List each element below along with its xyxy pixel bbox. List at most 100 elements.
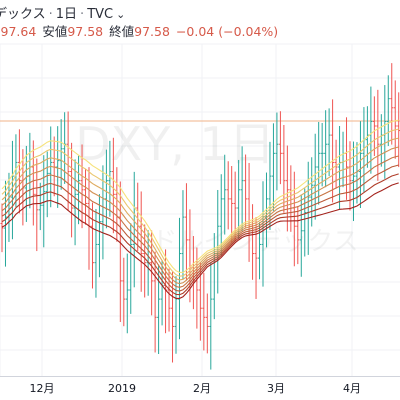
ohlc-bar	[171, 271, 175, 363]
ohlc-bar	[73, 159, 77, 246]
ema-line	[1, 164, 399, 292]
ohlc-bar	[202, 272, 206, 351]
ohlc-bar	[90, 202, 94, 289]
ohlc-bar	[97, 194, 101, 278]
ohlc-bar	[324, 110, 328, 188]
ohlc-bar	[167, 268, 171, 332]
ohlc-bar	[310, 157, 314, 227]
ohlc-bar	[111, 137, 115, 234]
ema-line	[1, 146, 399, 285]
change-value: −0.04 (−0.04%)	[175, 24, 279, 39]
ohlc-bar	[87, 167, 91, 270]
ohlc-bar	[285, 145, 289, 232]
ohlc-bar	[118, 181, 122, 323]
ohlc-bar	[143, 224, 147, 298]
ohlc-bar	[393, 80, 397, 159]
ohlc-bar	[383, 85, 387, 179]
ohlc-bar	[278, 111, 282, 185]
ohlc-bar	[153, 251, 157, 353]
ohlc-bar	[42, 155, 46, 248]
ohlc-bar	[317, 121, 321, 205]
ohlc-bars	[0, 63, 400, 370]
ohlc-bar	[299, 194, 303, 277]
low-value: 97.58	[67, 24, 104, 39]
ohlc-bar	[157, 264, 161, 355]
ohlc-bar	[240, 146, 244, 231]
high-value: 97.64	[0, 24, 37, 39]
ohlc-bar	[390, 63, 394, 145]
x-tick-label: 4月	[343, 382, 361, 395]
ohlc-bar	[35, 158, 39, 252]
ohlc-bar	[237, 159, 241, 239]
ohlc-bar	[372, 96, 376, 156]
ohlc-bar	[56, 126, 60, 208]
ohlc-bar	[345, 117, 349, 200]
x-tick-label: 12月	[30, 382, 55, 395]
ohlc-bar	[38, 182, 42, 231]
ohlc-bar	[63, 112, 67, 184]
ohlc-bar	[209, 262, 213, 370]
high-label: 値	[0, 24, 1, 39]
chevron-down-icon[interactable]: ⌄	[116, 8, 126, 21]
ema-line	[1, 173, 399, 296]
ohlc-bar	[327, 108, 331, 177]
ohlc-bar	[223, 154, 227, 235]
ohlc-bar	[66, 111, 70, 211]
ohlc-bar	[331, 99, 335, 203]
ohlc-bar	[358, 121, 362, 209]
x-tick-label: 3月	[267, 382, 285, 395]
ohlc-bar	[271, 123, 275, 211]
ohlc-bar	[341, 131, 345, 188]
low-label: 安値	[42, 24, 68, 39]
ohlc-bar	[289, 165, 293, 232]
ohlc-bar	[77, 155, 81, 225]
ohlc-bar	[3, 180, 7, 267]
ohlc-bar	[379, 114, 383, 167]
ohlc-bar	[101, 165, 105, 260]
ohlc-bar	[52, 136, 56, 197]
ohlc-bar	[219, 174, 223, 256]
ohlc-bar	[275, 112, 279, 191]
ohlc-bar	[122, 257, 126, 327]
ohlc-bar	[226, 161, 230, 230]
close-label: 終値	[109, 24, 135, 39]
ohlc-bar	[0, 203, 4, 253]
ohlc-bar	[184, 183, 188, 280]
ohlc-bar	[230, 166, 234, 243]
ohlc-bar	[174, 276, 178, 354]
symbol-name[interactable]: デックス	[0, 7, 46, 22]
ohlc-bar	[150, 230, 154, 316]
ema-ribbon	[1, 119, 399, 299]
exchange-label: TVC	[87, 7, 114, 22]
ohlc-bar	[10, 140, 14, 240]
ohlc-bar	[177, 217, 181, 340]
ohlc-bar	[125, 253, 129, 334]
ohlc-bar	[129, 223, 133, 314]
ohlc-bar	[376, 89, 380, 181]
symbol-row[interactable]: デックス · 1日 · TVC ⌄	[0, 3, 125, 22]
ema-line	[1, 155, 399, 288]
ohlc-bar	[7, 172, 11, 242]
interval-label[interactable]: 1日	[55, 7, 78, 22]
x-tick-label: 2月	[193, 382, 211, 395]
ohlc-bar	[244, 154, 248, 228]
watermark: DXY, 1日 ドルインデックス	[75, 117, 358, 257]
ohlc-bar	[320, 122, 324, 187]
ohlc-bar	[303, 188, 307, 257]
ema-line	[1, 128, 399, 277]
time-axis[interactable]: 12月 2019 2月 3月 4月	[30, 382, 362, 395]
ohlc-bar	[108, 140, 112, 217]
ohlc-bar	[70, 142, 74, 238]
ohlc-bar	[31, 140, 35, 226]
ohlc-bar	[258, 222, 262, 280]
x-tick-label: 2019	[108, 382, 136, 395]
ohlc-bar	[313, 133, 317, 220]
ema-line	[1, 137, 399, 281]
ema-line	[1, 119, 399, 273]
ema-line	[1, 182, 399, 299]
ohlc-bar	[94, 208, 98, 298]
ohlc-bar	[205, 293, 209, 354]
